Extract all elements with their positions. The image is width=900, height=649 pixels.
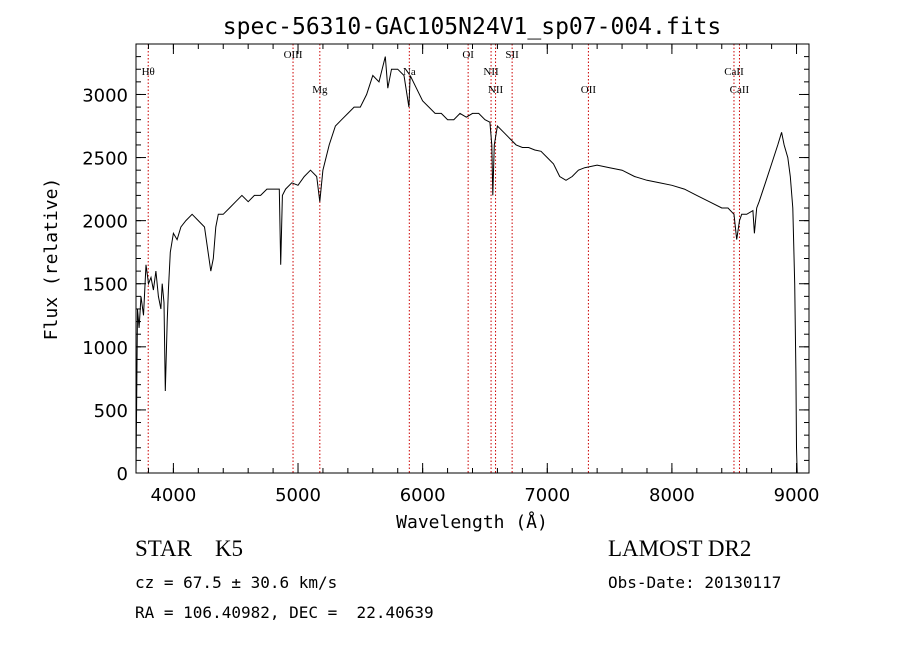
y-tick-label: 1500 [82, 275, 128, 296]
y-axis-label: Flux (relative) [41, 178, 62, 341]
coordinates: RA = 106.40982, DEC = 22.40639 [135, 603, 434, 622]
feature-label: SII [505, 49, 519, 61]
chart-title: spec-56310-GAC105N24V1_sp07-004.fits [223, 14, 722, 40]
y-tick-label: 2000 [82, 212, 128, 233]
feature-label: OI [462, 49, 474, 61]
x-tick-label: 6000 [400, 485, 446, 506]
object-class: STAR K5 [135, 536, 244, 561]
observation-date: Obs-Date: 20130117 [608, 573, 782, 592]
y-axis: 0 500 1000 1500 2000 2500 3000 [82, 56, 809, 485]
plot-area: Hθ OIII Mg Na OI NII NII OII SII CaII CaII [135, 44, 798, 474]
x-axis: 4000 5000 6000 7000 8000 9000 [147, 44, 820, 506]
y-tick-label: 1000 [82, 338, 128, 359]
x-tick-label: 5000 [275, 485, 321, 506]
feature-label: NII [488, 84, 504, 96]
feature-label: Hθ [142, 66, 155, 78]
x-tick-label: 7000 [524, 485, 570, 506]
feature-label: Na [403, 66, 416, 78]
spectrum-line [135, 56, 798, 474]
y-tick-label: 3000 [82, 85, 128, 106]
feature-label: OII [581, 84, 597, 96]
survey-name: LAMOST DR2 [608, 536, 752, 561]
plot-frame [135, 43, 810, 474]
y-tick-label: 500 [94, 401, 128, 422]
y-tick-label: 2500 [82, 149, 128, 170]
x-tick-label: 4000 [150, 485, 196, 506]
feature-label: OIII [284, 49, 303, 61]
feature-label: NII [483, 66, 499, 78]
x-tick-label: 9000 [774, 485, 820, 506]
redshift-velocity: cz = 67.5 ± 30.6 km/s [135, 573, 338, 592]
feature-label: CaII [724, 66, 744, 78]
feature-label: Mg [312, 84, 328, 96]
x-tick-label: 8000 [649, 485, 695, 506]
feature-label: CaII [730, 84, 750, 96]
x-axis-label: Wavelength (Å) [396, 511, 548, 533]
y-tick-label: 0 [117, 464, 128, 485]
